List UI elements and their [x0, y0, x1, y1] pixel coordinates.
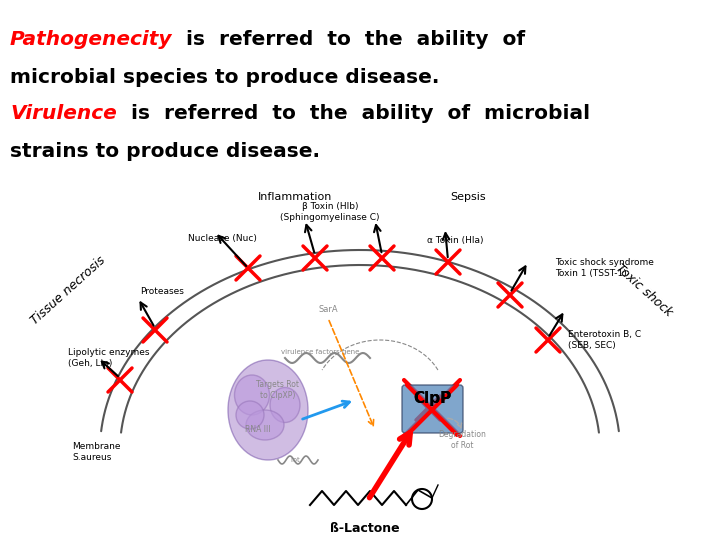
Ellipse shape [236, 401, 264, 429]
Ellipse shape [246, 410, 284, 440]
Text: rot: rot [290, 457, 300, 463]
Text: Toxic shock syndrome
Toxin 1 (TSST-1): Toxic shock syndrome Toxin 1 (TSST-1) [555, 258, 654, 278]
Text: Tissue necrosis: Tissue necrosis [28, 253, 108, 327]
Text: Pathogenecity: Pathogenecity [10, 30, 173, 49]
Text: ß-Lactone: ß-Lactone [330, 522, 400, 535]
Text: Nuclease (Nuc): Nuclease (Nuc) [188, 233, 256, 242]
Ellipse shape [228, 360, 308, 460]
Text: is  referred  to  the  ability  of  microbial: is referred to the ability of microbial [117, 104, 590, 123]
Text: Sepsis: Sepsis [450, 192, 486, 202]
Text: ClpP: ClpP [413, 390, 451, 406]
Text: Inflammation: Inflammation [258, 192, 332, 202]
Text: Virulence: Virulence [10, 104, 117, 123]
Text: RNA III: RNA III [246, 426, 271, 435]
Text: Enterotoxin B, C
(SEB, SEC): Enterotoxin B, C (SEB, SEC) [568, 330, 641, 350]
Text: Targets Rot
to ClpXP): Targets Rot to ClpXP) [256, 380, 300, 400]
Text: α Toxin (Hla): α Toxin (Hla) [427, 235, 483, 245]
Text: virulence factors gene: virulence factors gene [281, 349, 359, 355]
Ellipse shape [235, 375, 269, 415]
Text: ClpP: ClpP [413, 390, 451, 406]
FancyBboxPatch shape [402, 385, 463, 433]
Text: strains to produce disease.: strains to produce disease. [10, 142, 320, 161]
Text: microbial species to produce disease.: microbial species to produce disease. [10, 68, 439, 87]
Text: Proteases: Proteases [140, 287, 184, 296]
Ellipse shape [270, 388, 300, 422]
Text: SarA: SarA [318, 306, 338, 314]
Text: Degradation
of Rot: Degradation of Rot [438, 430, 486, 450]
Text: Membrane
S.aureus: Membrane S.aureus [72, 442, 120, 462]
Text: Toxic shock: Toxic shock [613, 261, 675, 319]
Text: is  referred  to  the  ability  of: is referred to the ability of [173, 30, 526, 49]
Text: Lipolytic enzymes
(Geh, Lip): Lipolytic enzymes (Geh, Lip) [68, 348, 150, 368]
Text: β Toxin (Hlb)
(Sphingomyelinase C): β Toxin (Hlb) (Sphingomyelinase C) [280, 202, 379, 222]
